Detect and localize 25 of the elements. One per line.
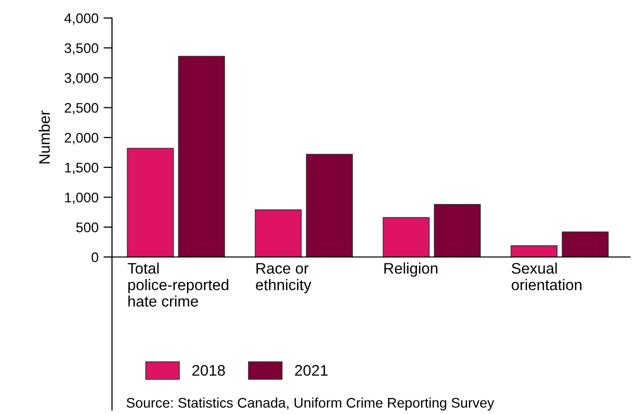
bar xyxy=(382,217,430,257)
bar xyxy=(306,154,353,257)
bar xyxy=(254,209,302,257)
legend-label: 2018 xyxy=(192,364,225,376)
x-tick-label: Race or ethnicity xyxy=(256,263,312,294)
y-tick-label: 4,000 xyxy=(64,13,98,25)
y-axis-title: Number xyxy=(38,110,50,164)
bar xyxy=(510,245,558,257)
y-tick-label: 1,500 xyxy=(65,162,98,174)
y-tick-label: 2,000 xyxy=(64,132,98,144)
y-tick-label: 1,000 xyxy=(65,192,98,204)
y-tick-label: 2,500 xyxy=(64,102,98,114)
x-tick-label: Sexual orientation xyxy=(512,262,582,290)
y-tick-label: 3,000 xyxy=(64,73,98,85)
bar xyxy=(434,204,481,257)
source-note: Source: Statistics Canada, Uniform Crime Reporting Survey xyxy=(126,398,494,410)
bar xyxy=(178,56,225,257)
y-tick-label: 3,500 xyxy=(64,43,98,55)
y-tick-label: 0 xyxy=(92,252,98,262)
x-tick-label: Total police-reported hate crime xyxy=(128,262,228,307)
y-tick-label: 500 xyxy=(76,222,98,232)
bar xyxy=(562,231,609,257)
bar xyxy=(126,148,174,257)
x-tick-label: Religion xyxy=(384,262,438,277)
legend-label: 2021 xyxy=(295,364,328,376)
